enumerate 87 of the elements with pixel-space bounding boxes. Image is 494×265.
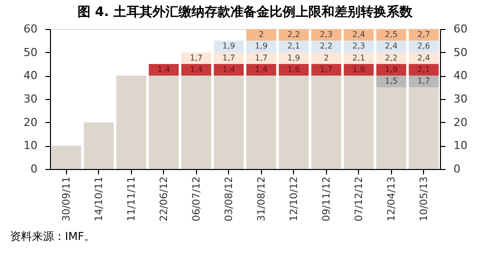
y2-tick-label: 20 xyxy=(454,116,468,129)
annotation: 1,9 xyxy=(222,42,236,51)
bar xyxy=(51,146,82,169)
y-tick-label: 30 xyxy=(24,92,38,106)
bar xyxy=(84,122,114,169)
bar xyxy=(278,76,309,169)
annotation: 2,4 xyxy=(417,53,430,62)
bar xyxy=(246,76,276,169)
x-tick-label: 03/08/12 xyxy=(224,176,235,222)
bar xyxy=(376,76,406,88)
annotation: 1,4 xyxy=(222,65,236,74)
annotation: 1,7 xyxy=(222,53,236,62)
x-tick-label: 10/05/13 xyxy=(418,176,430,222)
annotation: 2,2 xyxy=(384,53,398,62)
bar xyxy=(148,76,179,169)
annotation: 2,3 xyxy=(320,30,333,39)
text: 资料来源：IMF。 xyxy=(10,230,96,243)
bar xyxy=(344,40,374,52)
y2-tick-label: 50 xyxy=(454,46,468,59)
annotation: 1,7 xyxy=(417,76,430,86)
annotation: 2,3 xyxy=(352,42,366,51)
bar xyxy=(246,40,276,52)
bar xyxy=(278,40,309,52)
y2-tick-label: 10 xyxy=(454,139,468,152)
annotation: 1,9 xyxy=(384,65,398,74)
y2-tick-label: 0 xyxy=(454,162,460,176)
x-tick-label: 31/08/12 xyxy=(256,176,268,222)
x-tick-label: 11/11/11 xyxy=(126,176,138,222)
y-tick-label: 10 xyxy=(24,139,38,152)
bar xyxy=(181,76,212,169)
bar xyxy=(376,87,406,169)
annotation: 2,1 xyxy=(352,53,366,62)
annotation: 2 xyxy=(324,53,329,62)
annotation: 1,5 xyxy=(384,76,398,86)
annotation: 1,7 xyxy=(320,65,333,74)
x-tick-label: 22/06/12 xyxy=(158,176,170,222)
bar xyxy=(214,40,244,52)
x-tick-label: 06/07/12 xyxy=(191,176,202,222)
annotation: 2,6 xyxy=(417,42,430,51)
annotation: 2,4 xyxy=(384,42,398,51)
bar xyxy=(344,76,374,169)
y2-tick-label: 40 xyxy=(454,69,468,82)
annotation: 1,9 xyxy=(254,42,268,51)
bar xyxy=(181,52,212,64)
bar xyxy=(311,52,342,64)
annotation: 2,1 xyxy=(287,42,300,51)
x-tick-label: 12/04/13 xyxy=(386,176,398,222)
bar xyxy=(376,40,406,52)
annotation: 1,7 xyxy=(254,53,268,62)
y-tick-label: 20 xyxy=(24,116,38,129)
annotation: 1,9 xyxy=(287,53,300,62)
annotation: 1,4 xyxy=(190,65,203,74)
bar xyxy=(214,52,244,64)
annotation: 1,6 xyxy=(287,65,300,74)
x-tick-label: 30/09/11 xyxy=(61,176,72,222)
y2-tick-label: 30 xyxy=(454,92,468,106)
annotation: 2,5 xyxy=(384,30,398,39)
annotation: 2 xyxy=(258,30,264,39)
bar xyxy=(311,64,342,76)
bar xyxy=(311,40,342,52)
y-tick-label: 50 xyxy=(24,46,38,59)
y-tick-label: 60 xyxy=(24,22,38,36)
annotation: 1,4 xyxy=(157,65,170,74)
y2-tick-label: 60 xyxy=(454,22,468,36)
annotation: 1,4 xyxy=(254,65,268,74)
bar xyxy=(408,40,439,52)
x-tick-label: 14/10/11 xyxy=(94,176,105,222)
annotation: 2,2 xyxy=(320,42,333,51)
x-tick-label: 12/10/12 xyxy=(288,176,300,222)
y-tick-label: 0 xyxy=(30,162,38,176)
annotation: 1,8 xyxy=(352,65,366,74)
bar xyxy=(246,52,276,64)
bar xyxy=(311,76,342,169)
bar xyxy=(246,29,276,41)
bar xyxy=(116,76,146,169)
x-tick-label: 09/11/12 xyxy=(321,176,332,222)
bar xyxy=(408,87,439,169)
annotation: 2,1 xyxy=(417,65,430,74)
bar xyxy=(408,76,439,88)
annotation: 2,7 xyxy=(417,30,430,39)
bar xyxy=(214,76,244,169)
chart-title: 图 4. 土耳其外汇缴纳存款准备金比例上限和差别转换系数 xyxy=(77,4,414,20)
annotation: 2,2 xyxy=(287,30,300,39)
annotation: 2,4 xyxy=(352,30,366,39)
x-tick-label: 07/12/12 xyxy=(354,176,365,222)
y-tick-label: 40 xyxy=(24,69,38,82)
annotation: 1,7 xyxy=(190,53,203,62)
